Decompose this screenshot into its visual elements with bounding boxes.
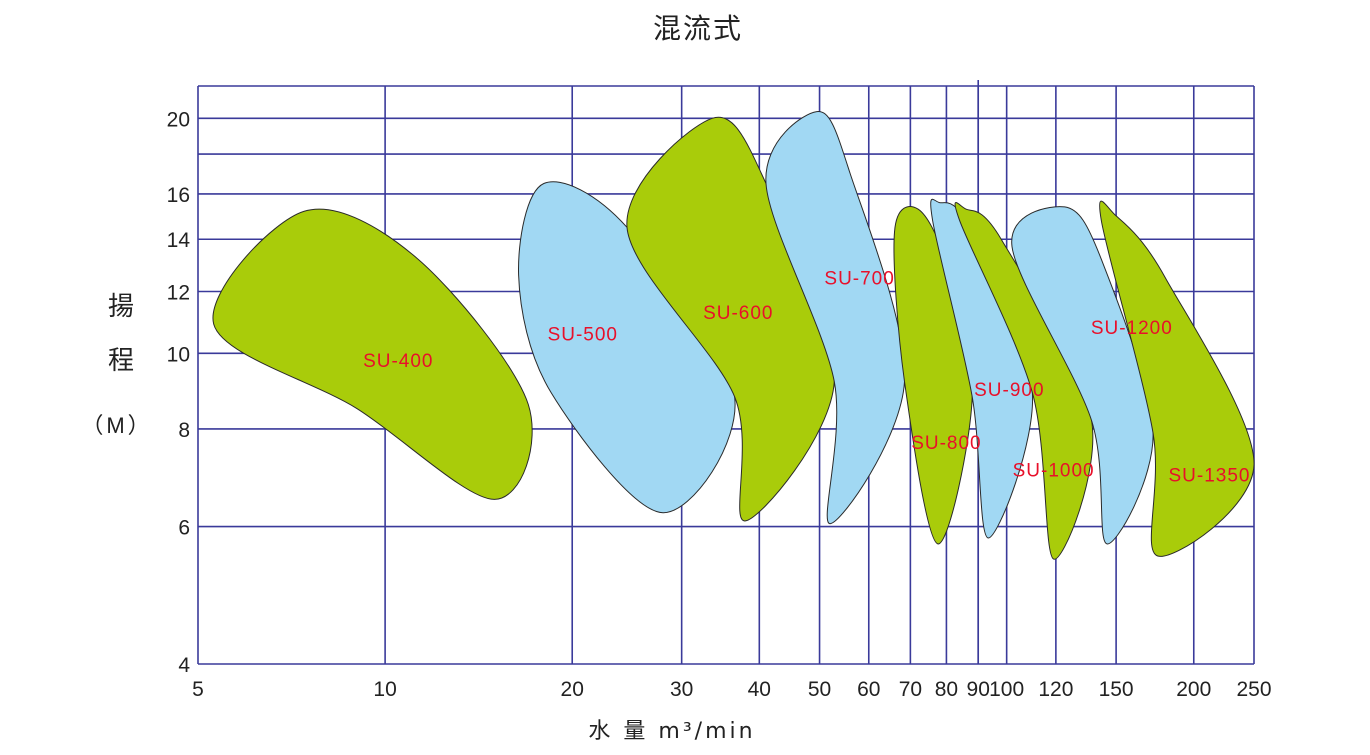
x-axis-label: 水 量 m³/min [588, 719, 755, 744]
x-tick-labels: 5 10 20 30 40 50 60 70 80 90 100 120 150 200 250 [192, 678, 1271, 701]
y-tick-8: 8 [178, 419, 190, 442]
region-labels: SU-400 SU-500 SU-600 SU-700 SU-800 SU-900 SU-1… [363, 269, 1250, 487]
y-tick-12: 12 [167, 282, 190, 305]
x-tick-120: 120 [1038, 678, 1073, 701]
region-label-su-800: SU-800 [911, 433, 981, 454]
x-tick-20: 20 [561, 678, 584, 701]
region-label-su-1350: SU-1350 [1168, 465, 1250, 486]
y-tick-14: 14 [167, 229, 191, 252]
x-tick-60: 60 [857, 678, 880, 701]
y-tick-10: 10 [167, 343, 190, 366]
region-su-600 [626, 116, 835, 522]
x-tick-50: 50 [808, 678, 831, 701]
x-tick-10: 10 [373, 678, 396, 701]
x-tick-70: 70 [899, 678, 922, 701]
region-label-su-400: SU-400 [363, 351, 433, 372]
x-tick-90: 90 [967, 678, 990, 701]
region-label-su-1200: SU-1200 [1091, 318, 1173, 339]
region-label-su-500: SU-500 [548, 325, 618, 346]
y-axis-label-char: 程 [108, 346, 134, 376]
x-tick-200: 200 [1176, 678, 1211, 701]
x-tick-250: 250 [1236, 678, 1271, 701]
region-su-700 [765, 111, 906, 525]
chart-title: 混流式 [653, 12, 743, 45]
region-label-su-1000: SU-1000 [1013, 460, 1095, 481]
region-su-900 [930, 198, 1033, 539]
y-tick-16: 16 [167, 184, 190, 207]
regions [212, 111, 1255, 560]
y-axis-label: 揚程 [108, 292, 134, 376]
x-tick-150: 150 [1099, 678, 1134, 701]
region-su-1000 [954, 202, 1094, 560]
y-axis-label-char: 揚 [108, 292, 134, 322]
y-tick-6: 6 [178, 517, 190, 540]
x-tick-80: 80 [935, 678, 958, 701]
region-su-400 [212, 208, 533, 500]
region-label-su-700: SU-700 [824, 269, 894, 290]
region-label-su-900: SU-900 [974, 380, 1044, 401]
region-label-su-600: SU-600 [703, 303, 773, 324]
y-axis-unit: （M） [81, 413, 152, 438]
y-tick-20: 20 [167, 108, 190, 131]
region-su-1350 [1099, 200, 1255, 557]
y-tick-labels: 4 6 8 10 12 14 16 20 [167, 108, 191, 677]
y-tick-4: 4 [178, 654, 190, 677]
x-tick-40: 40 [748, 678, 771, 701]
region-su-1200 [1011, 206, 1154, 545]
x-tick-5: 5 [192, 678, 204, 701]
x-tick-30: 30 [670, 678, 693, 701]
x-tick-100: 100 [989, 678, 1024, 701]
